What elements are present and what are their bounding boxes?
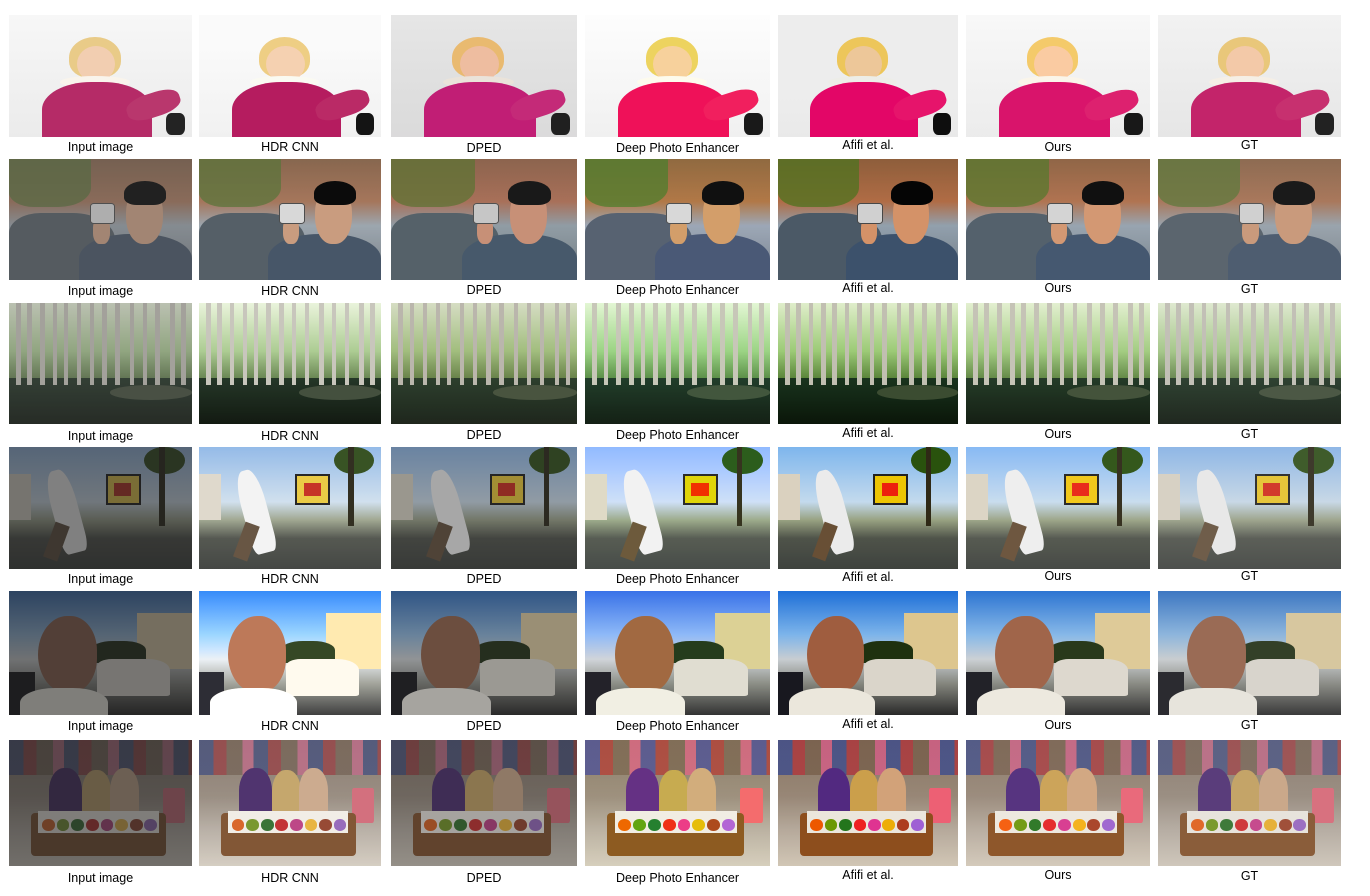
- photo-man-profile-backlit-afifi: [778, 591, 958, 715]
- photo-man-with-camera-afifi: [778, 159, 958, 280]
- photo-man-with-camera-dped: [391, 159, 577, 280]
- caption-dpe: Deep Photo Enhancer: [615, 719, 739, 733]
- caption-dped: DPED: [466, 283, 502, 297]
- photo-swamp-forest-input: [9, 303, 192, 424]
- photo-swamp-forest-ours: [966, 303, 1150, 424]
- photo-market-stall-afifi: [778, 740, 958, 866]
- caption-dpe: Deep Photo Enhancer: [615, 428, 739, 442]
- caption-hdr: HDR CNN: [261, 871, 319, 885]
- caption-hdr: HDR CNN: [261, 429, 319, 443]
- caption-gt: GT: [1240, 718, 1259, 732]
- caption-gt: GT: [1240, 869, 1259, 883]
- photo-man-at-billboard-dpe: [585, 447, 770, 569]
- photo-swamp-forest-dped: [391, 303, 577, 424]
- photo-man-at-billboard-afifi: [778, 447, 958, 569]
- caption-afifi: Afifi et al.: [842, 281, 894, 295]
- photo-girl-in-snow-dped: [391, 15, 577, 137]
- photo-man-with-camera-ours: [966, 159, 1150, 280]
- photo-man-profile-backlit-gt: [1158, 591, 1341, 715]
- caption-ours: Ours: [1044, 868, 1072, 882]
- photo-man-profile-backlit-ours: [966, 591, 1150, 715]
- caption-ours: Ours: [1044, 140, 1072, 154]
- photo-man-profile-backlit-hdr: [199, 591, 381, 715]
- caption-ours: Ours: [1044, 569, 1072, 583]
- photo-man-at-billboard-dped: [391, 447, 577, 569]
- photo-market-stall-gt: [1158, 740, 1341, 866]
- photo-swamp-forest-gt: [1158, 303, 1341, 424]
- photo-man-at-billboard-hdr: [199, 447, 381, 569]
- photo-girl-in-snow-hdr: [199, 15, 381, 137]
- caption-dped: DPED: [466, 719, 502, 733]
- caption-ours: Ours: [1044, 718, 1072, 732]
- caption-input: Input image: [67, 719, 134, 733]
- photo-girl-in-snow-ours: [966, 15, 1150, 137]
- photo-market-stall-ours: [966, 740, 1150, 866]
- caption-gt: GT: [1240, 427, 1259, 441]
- photo-swamp-forest-hdr: [199, 303, 381, 424]
- caption-input: Input image: [67, 140, 134, 154]
- caption-ours: Ours: [1044, 427, 1072, 441]
- photo-girl-in-snow-dpe: [585, 15, 770, 137]
- photo-man-profile-backlit-dped: [391, 591, 577, 715]
- caption-afifi: Afifi et al.: [842, 717, 894, 731]
- photo-swamp-forest-afifi: [778, 303, 958, 424]
- caption-hdr: HDR CNN: [261, 140, 319, 154]
- caption-gt: GT: [1240, 569, 1259, 583]
- photo-man-at-billboard-ours: [966, 447, 1150, 569]
- caption-dpe: Deep Photo Enhancer: [615, 283, 739, 297]
- caption-gt: GT: [1240, 282, 1259, 296]
- caption-afifi: Afifi et al.: [842, 426, 894, 440]
- caption-dpe: Deep Photo Enhancer: [615, 572, 739, 586]
- photo-market-stall-dpe: [585, 740, 770, 866]
- photo-swamp-forest-dpe: [585, 303, 770, 424]
- caption-dpe: Deep Photo Enhancer: [615, 871, 739, 885]
- caption-afifi: Afifi et al.: [842, 138, 894, 152]
- caption-hdr: HDR CNN: [261, 719, 319, 733]
- photo-man-with-camera-hdr: [199, 159, 381, 280]
- photo-man-with-camera-gt: [1158, 159, 1341, 280]
- photo-market-stall-input: [9, 740, 192, 866]
- photo-market-stall-dped: [391, 740, 577, 866]
- caption-dped: DPED: [466, 141, 502, 155]
- photo-man-with-camera-dpe: [585, 159, 770, 280]
- caption-dped: DPED: [466, 871, 502, 885]
- caption-afifi: Afifi et al.: [842, 570, 894, 584]
- caption-input: Input image: [67, 572, 134, 586]
- photo-man-at-billboard-gt: [1158, 447, 1341, 569]
- caption-input: Input image: [67, 429, 134, 443]
- caption-hdr: HDR CNN: [261, 572, 319, 586]
- caption-dped: DPED: [466, 572, 502, 586]
- photo-man-profile-backlit-input: [9, 591, 192, 715]
- caption-hdr: HDR CNN: [261, 284, 319, 298]
- photo-girl-in-snow-gt: [1158, 15, 1341, 137]
- photo-man-profile-backlit-dpe: [585, 591, 770, 715]
- caption-input: Input image: [67, 284, 134, 298]
- caption-gt: GT: [1240, 138, 1259, 152]
- photo-man-at-billboard-input: [9, 447, 192, 569]
- caption-ours: Ours: [1044, 281, 1072, 295]
- caption-dpe: Deep Photo Enhancer: [615, 141, 739, 155]
- photo-market-stall-hdr: [199, 740, 381, 866]
- caption-dped: DPED: [466, 428, 502, 442]
- caption-afifi: Afifi et al.: [842, 868, 894, 882]
- photo-man-with-camera-input: [9, 159, 192, 280]
- caption-input: Input image: [67, 871, 134, 885]
- photo-girl-in-snow-afifi: [778, 15, 958, 137]
- photo-girl-in-snow-input: [9, 15, 192, 137]
